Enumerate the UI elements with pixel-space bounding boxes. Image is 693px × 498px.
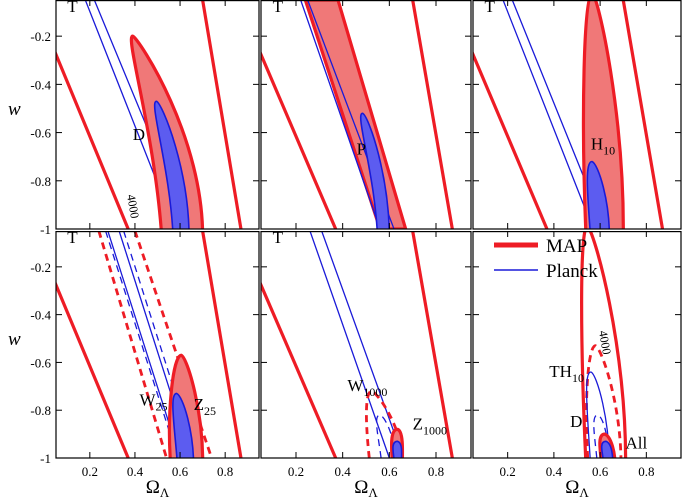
y-tick-label: -0.6 <box>30 126 51 141</box>
label-Z1000-2: Z1000 <box>413 414 447 437</box>
x-tick-label: 0.6 <box>381 464 398 479</box>
label-Z25-0: T <box>67 228 78 247</box>
x-tick-label: 0.2 <box>500 464 516 479</box>
y-tick-label: -1 <box>40 222 51 237</box>
x-tick-label: 0.6 <box>172 464 189 479</box>
label-P-1: P <box>357 139 366 158</box>
x-tick-label: 0.4 <box>335 464 352 479</box>
label-All-3: 4000 <box>596 329 614 355</box>
y-tick-label: -0.6 <box>30 355 51 370</box>
contour-Z1000-0-right <box>411 231 454 458</box>
panel-frame-Z25 <box>55 231 260 459</box>
y-tick-label: -0.8 <box>30 174 51 189</box>
panel-P <box>261 0 454 229</box>
y-tick-label: -0.4 <box>30 308 51 323</box>
y-tick-label: -0.4 <box>30 77 51 92</box>
contour-All-5 <box>600 440 614 458</box>
label-Z1000-1: W1000 <box>347 376 387 399</box>
x-axis-title: ΩΛ <box>146 477 170 498</box>
legend-planck-label: Planck <box>546 261 598 282</box>
contour-H10-0-left <box>473 50 549 229</box>
contour-P-2-left <box>300 0 381 229</box>
x-tick-label: 0.4 <box>127 464 144 479</box>
contour-Z25-0-right <box>201 231 243 458</box>
label-P-0: T <box>273 0 284 16</box>
panel-frame-P <box>260 0 472 230</box>
legend-map-label: MAP <box>546 236 587 257</box>
label-All-2: All <box>626 433 648 452</box>
x-tick-label: 0.8 <box>638 464 654 479</box>
panel-frame-D <box>55 0 260 230</box>
y-tick-label: -0.8 <box>30 403 51 418</box>
label-D-1: D <box>133 125 145 144</box>
panel-Z1000 <box>261 231 454 458</box>
contour-Z1000-1-right <box>321 231 404 458</box>
contour-All-1 <box>585 344 623 458</box>
x-tick-label: 0.8 <box>217 464 233 479</box>
panels-layer <box>56 0 665 458</box>
label-D-2: 4000 <box>124 193 142 219</box>
label-All-1: D <box>570 412 582 431</box>
label-Z25-1: W25 <box>139 390 167 413</box>
contour-Z25-1-left <box>97 231 168 458</box>
y-axis-title: w <box>8 329 21 350</box>
panel-frame-Z1000 <box>260 231 472 459</box>
label-D-0: T <box>67 0 78 16</box>
x-tick-label: 0.4 <box>546 464 563 479</box>
label-H10-0: T <box>485 0 496 16</box>
contour-P-0-right <box>411 0 454 229</box>
contour-Z25-0-left <box>56 280 130 458</box>
y-tick-label: -1 <box>40 451 51 466</box>
y-tick-label: -0.2 <box>30 260 51 275</box>
legend: MAP Planck <box>494 236 598 282</box>
x-axis-title: ΩΛ <box>354 477 378 498</box>
panel-frame-H10 <box>472 0 682 230</box>
x-tick-label: 0.8 <box>428 464 444 479</box>
contour-D-0-right <box>201 0 243 229</box>
contour-H10-3 <box>586 160 611 229</box>
contour-Z1000-0-left <box>261 281 338 458</box>
x-tick-label: 0.2 <box>82 464 98 479</box>
contour-All-0 <box>580 231 628 458</box>
contour-Z1000-2 <box>365 389 405 458</box>
panel-Z25 <box>56 231 243 458</box>
x-tick-label: 0.2 <box>288 464 304 479</box>
panel-D <box>56 0 243 229</box>
contour-D-3 <box>153 100 190 229</box>
x-axis-title: ΩΛ <box>565 477 589 498</box>
y-axis-title: w <box>8 99 21 120</box>
x-tick-label: 0.6 <box>592 464 609 479</box>
contour-H10-0-right <box>621 0 665 229</box>
contour-D-0-left <box>56 50 130 229</box>
contour-Z25-1-right <box>133 231 213 458</box>
contour-P-3 <box>359 112 390 229</box>
contour-Z25-5 <box>172 392 195 458</box>
contour-P-0-left <box>261 50 338 229</box>
y-tick-label: -0.2 <box>30 29 51 44</box>
contour-H10-1-left <box>502 0 594 229</box>
label-Z1000-0: T <box>273 228 284 247</box>
panel-H10 <box>473 0 665 229</box>
panel-frame-All <box>472 231 682 459</box>
contour-Z25-3-left <box>105 231 179 458</box>
label-All-0: TH10 <box>549 362 584 385</box>
contour-Z1000-5 <box>392 440 403 458</box>
